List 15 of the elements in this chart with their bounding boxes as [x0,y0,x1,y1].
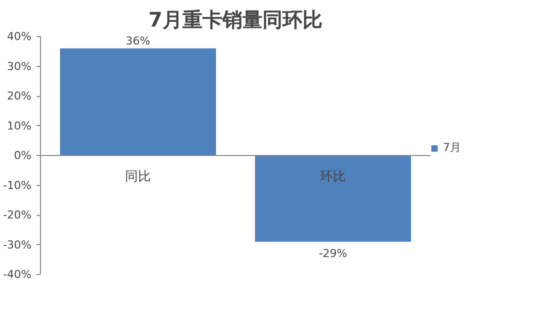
y-tick-label: 10% [7,119,32,132]
y-tick-label: -10% [3,178,32,192]
text: 36% [126,34,150,48]
x-tick-label: 同比 [125,170,151,184]
chart-title: 7月重卡销量同环比 [148,8,322,32]
legend-label: 7月 [443,140,462,155]
y-tick-label: -20% [3,208,32,222]
x-tick-label: 环比 [320,170,346,184]
y-tick-label: -30% [3,238,32,252]
y-tick-label: 20% [7,90,32,102]
y-tick-label: 40% [7,30,32,43]
text: -29% [318,246,348,260]
y-tick-label: 0% [14,149,32,162]
y-tick-label: -40% [3,268,32,281]
y-tick-label: 30% [7,60,32,73]
